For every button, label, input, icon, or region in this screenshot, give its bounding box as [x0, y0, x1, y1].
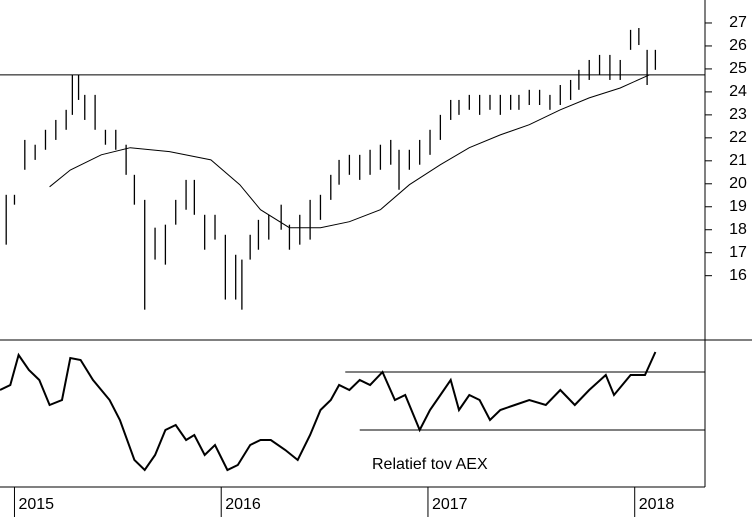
- x-tick-label: 2016: [225, 496, 261, 513]
- x-tick-label: 2017: [432, 496, 468, 513]
- y-tick-label: 27: [729, 14, 747, 31]
- annotation: Relatief tov AEX: [372, 456, 488, 473]
- moving-average: [49, 74, 650, 229]
- y-tick-label: 20: [729, 175, 747, 192]
- y-tick-label: 17: [729, 244, 747, 261]
- y-tick-label: 21: [729, 152, 747, 169]
- y-tick-label: 26: [729, 37, 747, 54]
- y-tick-label: 19: [729, 198, 747, 215]
- y-tick-label: 23: [729, 106, 747, 123]
- x-tick-label: 2018: [639, 496, 675, 513]
- y-tick-label: 16: [729, 267, 747, 284]
- y-tick-label: 24: [729, 83, 747, 100]
- y-tick-label: 22: [729, 129, 747, 146]
- y-tick-label: 25: [729, 60, 747, 77]
- rs-line: [0, 351, 657, 472]
- x-tick-label: 2015: [18, 496, 54, 513]
- y-tick-label: 18: [729, 221, 747, 238]
